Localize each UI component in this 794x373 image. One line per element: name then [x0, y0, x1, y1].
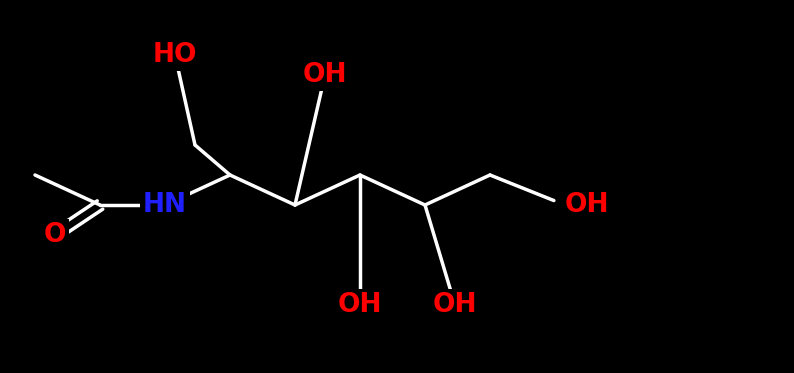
Text: OH: OH [433, 292, 477, 318]
Text: OH: OH [303, 62, 347, 88]
Text: OH: OH [337, 292, 382, 318]
Text: HO: HO [152, 42, 197, 68]
Text: OH: OH [565, 192, 610, 218]
Text: HN: HN [143, 192, 187, 218]
Text: O: O [44, 222, 66, 248]
